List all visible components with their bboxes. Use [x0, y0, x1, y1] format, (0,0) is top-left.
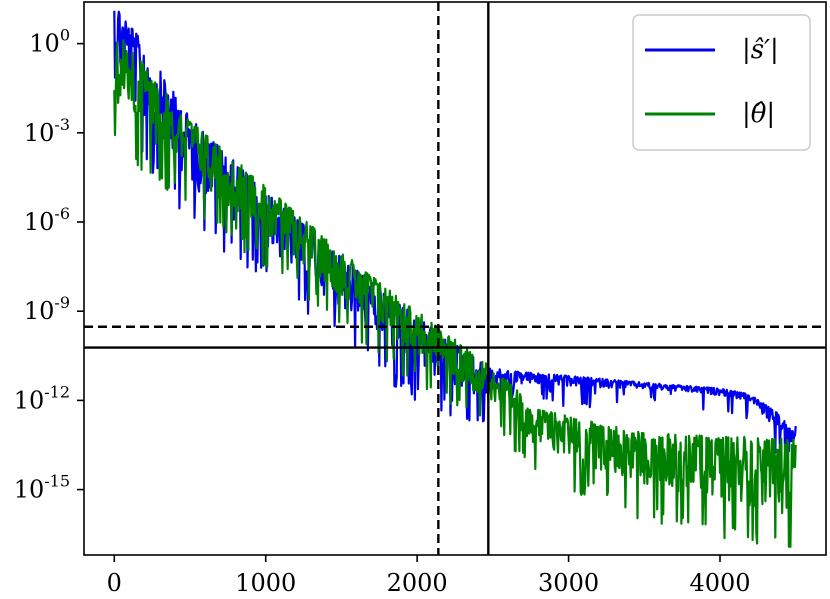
reference-lines [84, 2, 826, 555]
y-tick-label: 10-15 [14, 472, 70, 504]
legend-label-s-prime: |ŝ′| [742, 35, 779, 65]
legend-box [632, 14, 811, 151]
x-tick-label: 3000 [538, 569, 599, 597]
y-tick-label: 10-9 [24, 293, 70, 325]
x-tick-label: 1000 [235, 569, 296, 597]
x-tick-label: 2000 [387, 569, 448, 597]
y-tick-label: 10-6 [24, 204, 70, 236]
series-layer [113, 10, 797, 548]
x-tick-label: 4000 [689, 569, 750, 597]
plot-frame [83, 1, 827, 556]
y-tick-label: 10-3 [24, 115, 70, 147]
legend: |ŝ′| |θ̂| [632, 14, 811, 151]
x-tick-label: 0 [107, 569, 122, 597]
series-line-1 [113, 39, 797, 548]
legend-label-theta: |θ̂| [742, 99, 775, 129]
axis-ticks: 0 1000 2000 3000 4000 100 10-3 10-6 10-9 10-12 10-… [14, 26, 751, 597]
y-tick-label: 100 [29, 26, 70, 58]
y-tick-label: 10-12 [14, 382, 70, 414]
